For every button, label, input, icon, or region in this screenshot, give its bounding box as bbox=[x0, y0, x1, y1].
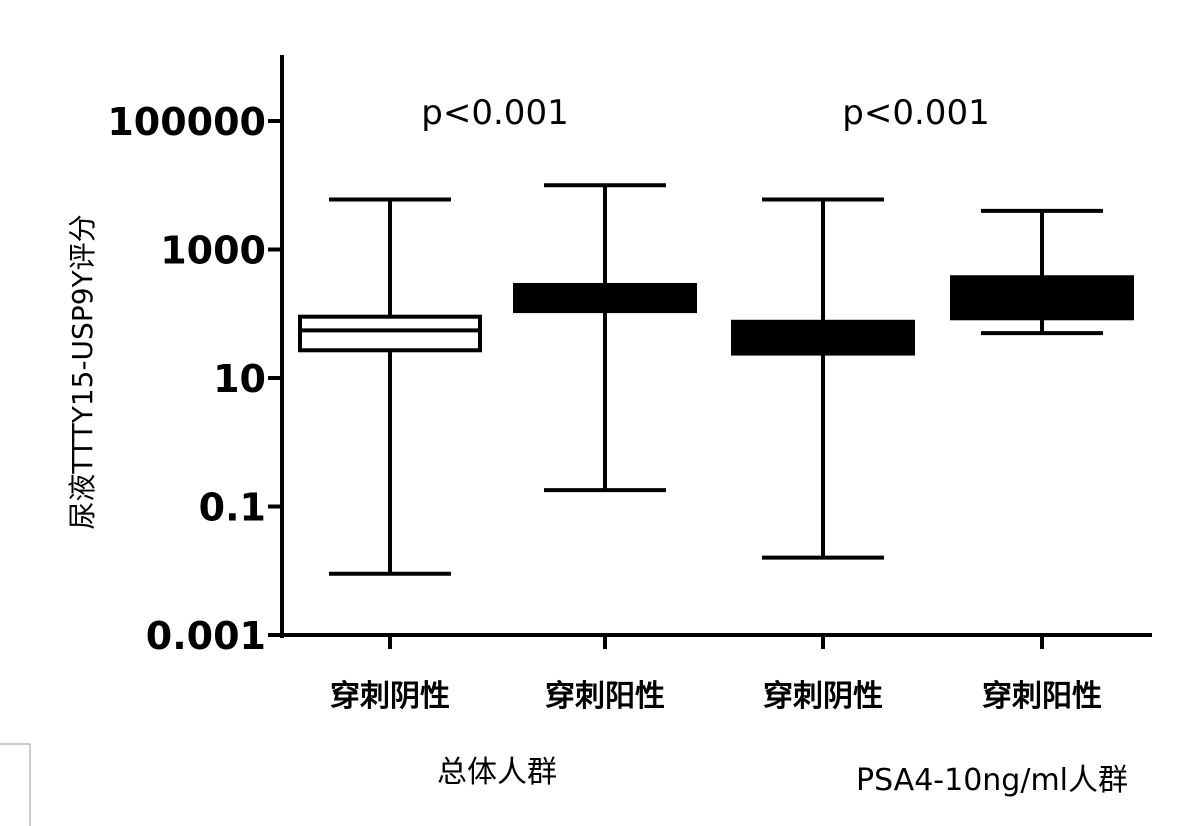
y-tick-label: 0.1 bbox=[199, 486, 266, 530]
crop-corner-mark bbox=[0, 743, 31, 826]
y-tick-label: 0.001 bbox=[146, 614, 266, 658]
category-label: 穿刺阳性 bbox=[545, 679, 665, 714]
box-1 bbox=[298, 197, 482, 576]
iqr-box bbox=[950, 275, 1134, 321]
y-axis-title: 尿液TTTY15-USP9Y评分 bbox=[66, 214, 99, 529]
category-label: 穿刺阴性 bbox=[763, 679, 883, 714]
group-label: PSA4-10ng/ml人群 bbox=[856, 763, 1128, 798]
category-label: 穿刺阴性 bbox=[330, 679, 450, 714]
y-tick-label: 10 bbox=[213, 357, 266, 401]
iqr-box bbox=[298, 314, 482, 353]
category-label: 穿刺阳性 bbox=[982, 679, 1102, 714]
group-label: 总体人群 bbox=[437, 755, 557, 790]
box-4 bbox=[950, 208, 1134, 336]
p-value-label: p<0.001 bbox=[842, 93, 989, 133]
axes: 0.001 0.1 10 1000 100000 bbox=[107, 55, 1152, 658]
y-tick-label: 1000 bbox=[160, 229, 266, 273]
box-3 bbox=[731, 197, 915, 560]
p-value-label: p<0.001 bbox=[421, 93, 568, 133]
box-2 bbox=[513, 183, 697, 493]
box-series bbox=[298, 183, 1134, 576]
y-tick-label: 100000 bbox=[107, 100, 266, 144]
